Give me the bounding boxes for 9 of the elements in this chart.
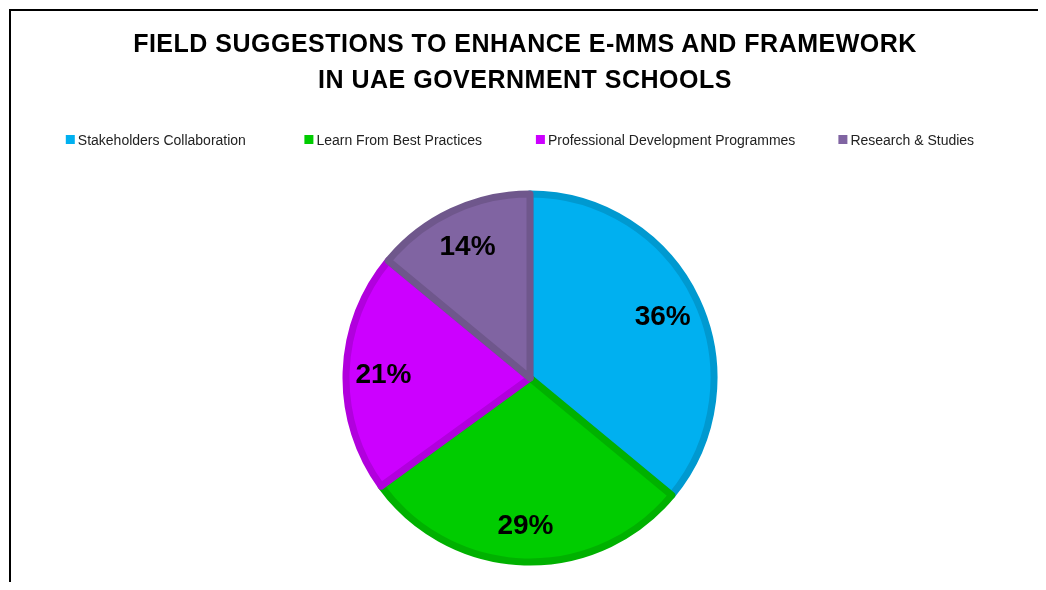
data-label: 29% (497, 509, 554, 541)
legend-label: Professional Development Programmes (547, 131, 796, 148)
data-label: 14% (439, 230, 496, 262)
data-label: 21% (355, 358, 412, 390)
legend-label: Learn From Best Practices (316, 131, 483, 148)
chart-title: FIELD SUGGESTIONS TO ENHANCE E-MMS AND FRAMEWORK IN UAE GOVERNMENT SCHOOLS (133, 29, 917, 93)
legend-label: Research & Studies (850, 131, 975, 148)
data-label: 36% (634, 300, 691, 332)
legend-label: Stakeholders Collaboration (77, 131, 246, 148)
